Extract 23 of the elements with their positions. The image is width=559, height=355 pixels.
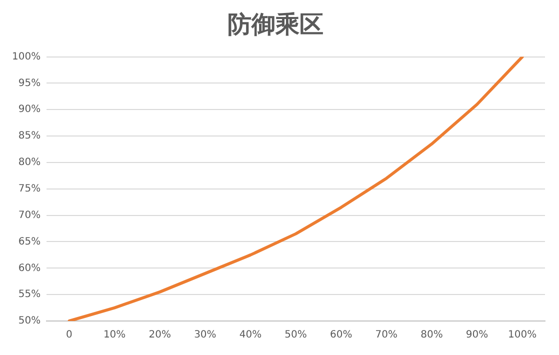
x-tick-label: 100%	[508, 330, 537, 341]
x-tick-label: 80%	[420, 330, 443, 341]
x-tick-label: 20%	[148, 330, 171, 341]
x-tick-label: 10%	[103, 330, 126, 341]
y-tick-label: 70%	[18, 210, 41, 221]
y-tick-label: 95%	[18, 78, 41, 89]
y-tick-label: 90%	[18, 104, 41, 116]
y-tick-label: 55%	[18, 289, 41, 300]
x-tick-label: 90%	[466, 330, 488, 341]
x-tick-label: 40%	[239, 330, 262, 341]
y-tick-label: 75%	[18, 183, 41, 194]
x-tick-label: 60%	[330, 330, 352, 341]
y-tick-label: 65%	[18, 236, 41, 248]
x-tick-label: 0	[66, 330, 72, 341]
y-tick-label: 85%	[18, 130, 41, 142]
chart-title: 防御乘区	[228, 10, 324, 39]
y-tick-label: 100%	[12, 51, 41, 62]
x-tick-label: 50%	[284, 330, 307, 341]
y-tick-label: 80%	[18, 157, 41, 168]
y-tick-label: 50%	[18, 316, 41, 327]
y-tick-label: 60%	[18, 262, 41, 274]
x-tick-label: 30%	[194, 330, 216, 341]
x-tick-label: 70%	[375, 330, 398, 341]
